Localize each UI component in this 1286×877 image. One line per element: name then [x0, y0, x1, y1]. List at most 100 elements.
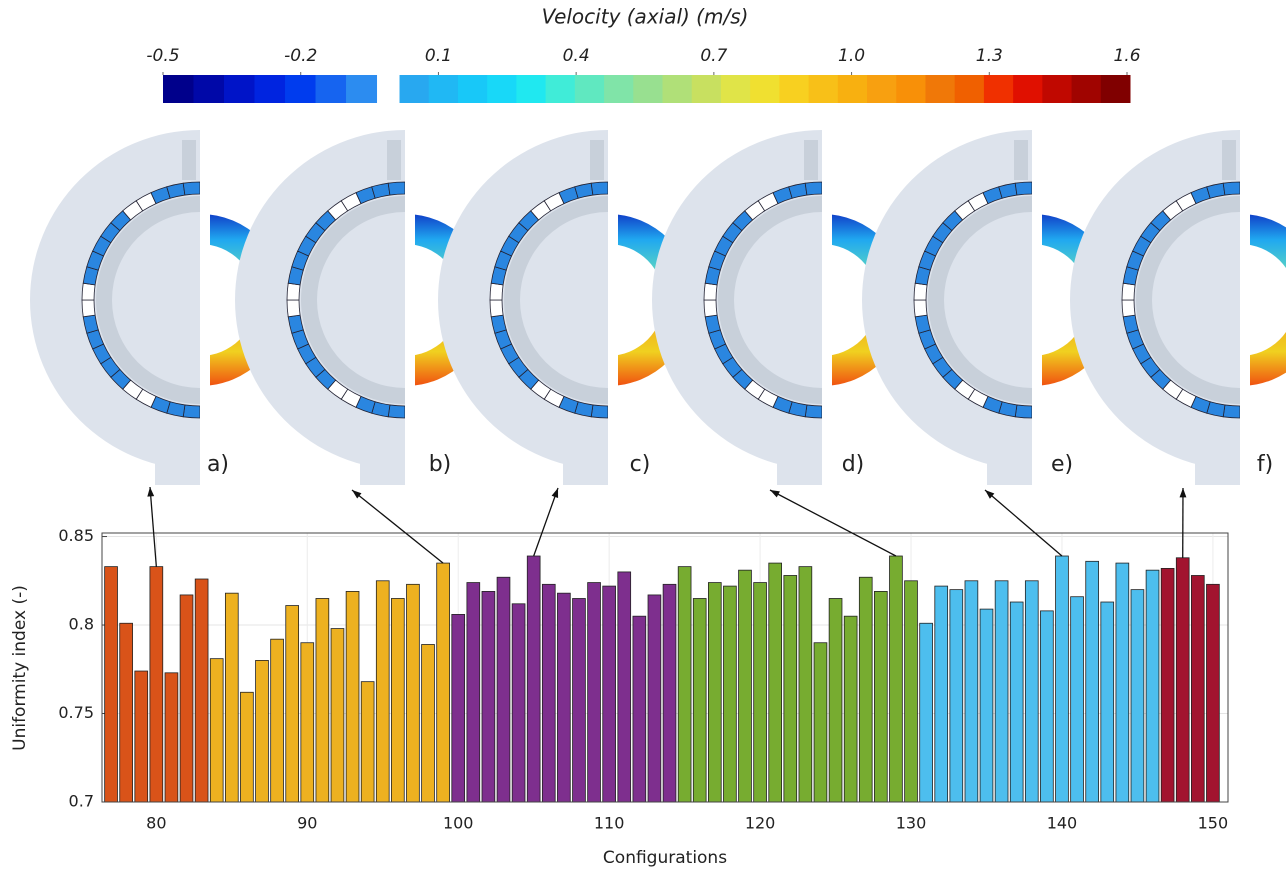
panel-segment	[805, 405, 822, 418]
bar	[1010, 602, 1023, 802]
panel-inlet	[182, 140, 196, 180]
colorbar-cell	[1072, 75, 1102, 103]
panel-segment	[388, 182, 405, 195]
bar	[723, 586, 736, 802]
colorbar-cell	[1042, 75, 1072, 103]
bar	[754, 583, 767, 802]
panel-segment	[1223, 405, 1240, 418]
bar	[150, 567, 163, 802]
bar	[1176, 558, 1189, 802]
panel-inlet	[387, 140, 401, 180]
panel-segment	[490, 283, 503, 300]
panel-segment	[914, 283, 927, 300]
panel-inlet	[590, 140, 604, 180]
bar	[1086, 561, 1099, 802]
bar	[648, 595, 661, 802]
panel-segment	[591, 182, 608, 195]
colorbar-cell	[516, 75, 546, 103]
bar	[1101, 602, 1114, 802]
arrow-head	[770, 490, 780, 497]
panel-label: f)	[1257, 452, 1273, 477]
bar	[482, 591, 495, 802]
bar	[1040, 611, 1053, 802]
bar	[920, 623, 933, 802]
panel-outlet	[777, 450, 822, 485]
arrow-head	[1180, 488, 1187, 497]
bar	[874, 591, 887, 802]
bar	[422, 644, 435, 802]
bar	[814, 643, 827, 802]
panel-segment	[183, 182, 200, 195]
y-axis-label: Uniformity index (-)	[10, 585, 30, 751]
bar	[950, 590, 963, 802]
bar	[1056, 556, 1069, 802]
panel-segment	[1015, 182, 1032, 195]
panel-label: c)	[630, 452, 651, 477]
panel-outlet	[1195, 450, 1240, 485]
panel-segment	[1122, 283, 1135, 300]
panel-segment	[183, 405, 200, 418]
bar	[784, 575, 797, 802]
bar	[890, 556, 903, 802]
bar	[240, 692, 253, 802]
colorbar-cell	[838, 75, 868, 103]
panel-segment	[82, 300, 95, 317]
y-tick-label: 0.8	[69, 615, 94, 634]
panel-inlet	[1014, 140, 1028, 180]
colorbar-tick-label: 0.7	[700, 46, 727, 66]
bar	[693, 598, 706, 802]
bar	[769, 563, 782, 802]
x-tick-label: 150	[1198, 814, 1229, 833]
colorbar-cell	[285, 75, 316, 103]
panel-segment	[704, 300, 717, 317]
x-tick-label: 100	[443, 814, 474, 833]
panel: f)	[1070, 125, 1286, 485]
bar	[210, 659, 223, 802]
x-tick-label: 80	[146, 814, 166, 833]
colorbar-cell	[346, 75, 377, 103]
panel-inlet	[804, 140, 818, 180]
bar	[708, 583, 721, 802]
panel-label: a)	[207, 452, 229, 477]
colorbar-tick-label: 0.1	[425, 46, 452, 66]
bar	[1131, 590, 1144, 802]
bar	[1161, 568, 1174, 802]
y-tick-label: 0.85	[58, 526, 94, 545]
bar	[542, 584, 555, 802]
colorbar-tick-label: 0.4	[563, 46, 590, 66]
bar	[1191, 575, 1204, 802]
colorbar-tick-label: 1.6	[1113, 46, 1140, 66]
colorbar-cell	[400, 75, 430, 103]
x-tick-label: 140	[1047, 814, 1078, 833]
colorbar-cell	[255, 75, 286, 103]
colorbar-tick-label: -0.5	[146, 46, 179, 66]
colorbar-cell	[896, 75, 926, 103]
bar	[588, 583, 601, 802]
bar	[120, 623, 133, 802]
bar	[497, 577, 510, 802]
bar	[452, 614, 465, 802]
panel-clip	[822, 125, 832, 475]
panel-label: b)	[429, 452, 452, 477]
bar	[663, 584, 676, 802]
panel-label: e)	[1051, 452, 1073, 477]
panel-clip	[405, 125, 415, 475]
colorbar-cell	[955, 75, 985, 103]
bar	[331, 629, 344, 802]
panel-segment	[388, 405, 405, 418]
bar	[512, 604, 525, 802]
bar	[603, 586, 616, 802]
panel-label: d)	[842, 452, 865, 477]
panel-segment	[591, 405, 608, 418]
x-tick-label: 110	[594, 814, 625, 833]
bar	[105, 567, 118, 802]
colorbar-cell	[867, 75, 897, 103]
x-tick-label: 120	[745, 814, 776, 833]
bar	[1146, 570, 1159, 802]
bar	[1116, 563, 1129, 802]
bar	[286, 606, 299, 802]
panel-outlet	[563, 450, 608, 485]
bar	[844, 616, 857, 802]
y-tick-label: 0.7	[69, 792, 94, 811]
bar	[376, 581, 389, 802]
